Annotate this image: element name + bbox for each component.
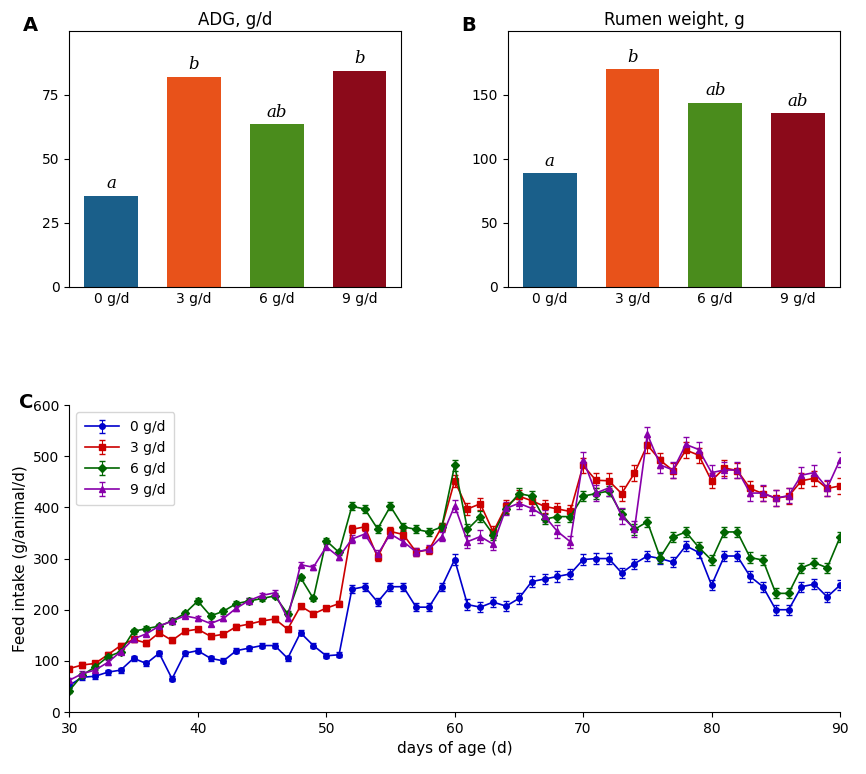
Bar [605,70,659,287]
Bar [688,103,742,287]
Bar [771,113,825,287]
Text: A: A [23,15,38,35]
Text: a: a [107,175,116,192]
Text: a: a [545,152,555,170]
Title: Rumen weight, g: Rumen weight, g [604,12,744,29]
Text: B: B [462,15,476,35]
Text: b: b [627,49,638,66]
Text: ab: ab [788,93,808,110]
Text: b: b [189,57,199,74]
Text: ab: ab [267,104,287,121]
Y-axis label: Feed intake (g/animal/d): Feed intake (g/animal/d) [13,465,28,652]
Title: ADG, g/d: ADG, g/d [198,12,273,29]
Bar [84,196,139,287]
Bar [523,173,577,287]
Bar [333,70,386,287]
Text: b: b [354,50,365,67]
Legend: 0 g/d, 3 g/d, 6 g/d, 9 g/d: 0 g/d, 3 g/d, 6 g/d, 9 g/d [76,412,174,505]
Text: C: C [19,392,34,412]
X-axis label: days of age (d): days of age (d) [397,741,513,756]
Text: ab: ab [705,82,726,99]
Bar [250,125,304,287]
Bar [167,77,221,287]
